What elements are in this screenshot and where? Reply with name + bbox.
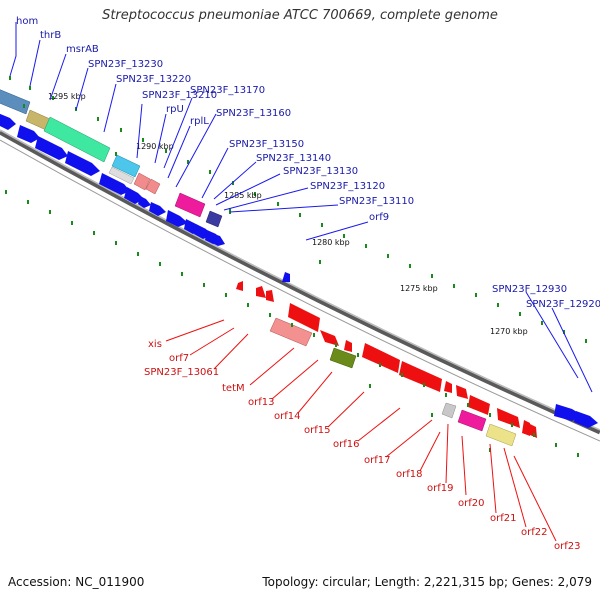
gene-arrow[interactable] — [124, 187, 144, 204]
genome-backbone — [0, 129, 600, 442]
gene-tetM[interactable] — [329, 347, 357, 369]
gene-arrow[interactable] — [456, 385, 468, 399]
label-orf14[interactable]: orf14 — [274, 411, 300, 422]
label-orf20[interactable]: orf20 — [458, 498, 484, 509]
scale-label-1290: 1290 kbp — [136, 142, 174, 151]
gene-rpU[interactable] — [145, 178, 161, 195]
scale-label-1275: 1275 kbp — [400, 284, 438, 293]
label-thrB[interactable]: thrB — [40, 30, 61, 41]
label-SPN23F_13230[interactable]: SPN23F_13230 — [88, 59, 163, 70]
gene-arrow[interactable] — [256, 286, 266, 298]
label-orf15[interactable]: orf15 — [304, 425, 330, 436]
upper-strand-features — [0, 88, 223, 228]
gene-arrow[interactable] — [497, 408, 520, 428]
reverse-strand-genes — [236, 281, 537, 447]
gene-arrow[interactable] — [282, 272, 290, 282]
upper-gene-labels: hom thrB msrAB SPN23F_13230 SPN23F_13220… — [16, 16, 600, 310]
gene-arrow[interactable] — [288, 303, 320, 332]
label-SPN23F_13140[interactable]: SPN23F_13140 — [256, 153, 331, 164]
label-orf17[interactable]: orf17 — [364, 455, 390, 466]
scale-label-1280: 1280 kbp — [312, 238, 350, 247]
label-rplL[interactable]: rplL — [190, 116, 209, 127]
label-SPN23F_12930[interactable]: SPN23F_12930 — [492, 284, 567, 295]
lower-callout-lines — [165, 319, 557, 542]
label-orf7[interactable]: orf7 — [169, 353, 189, 364]
gene-msrAB[interactable] — [43, 116, 111, 163]
gene-arrow[interactable] — [166, 210, 188, 227]
gene-SPN23F_13210[interactable] — [133, 172, 151, 191]
scale-label-1270: 1270 kbp — [490, 327, 528, 336]
gene-arrow[interactable] — [65, 151, 100, 176]
gene-arrow[interactable] — [138, 196, 151, 208]
gene-SPN23F_13061[interactable] — [269, 317, 313, 347]
scale-ticks — [5, 76, 587, 457]
label-SPN23F_13061[interactable]: SPN23F_13061 — [144, 367, 219, 378]
gene-arrow[interactable] — [444, 381, 452, 393]
scale-label-1285: 1285 kbp — [224, 191, 262, 200]
gene-arrow[interactable] — [468, 395, 490, 415]
gene-arrow[interactable] — [212, 234, 225, 246]
label-rpU[interactable]: rpU — [166, 104, 184, 115]
label-SPN23F_13120[interactable]: SPN23F_13120 — [310, 181, 385, 192]
label-orf21[interactable]: orf21 — [490, 513, 516, 524]
label-tetM[interactable]: tetM — [222, 383, 245, 394]
label-SPN23F_13210[interactable]: SPN23F_13210 — [142, 90, 217, 101]
accession-label: Accession: NC_011900 — [8, 575, 145, 589]
gene-orf19[interactable] — [457, 409, 487, 432]
label-xis[interactable]: xis — [148, 339, 162, 350]
gene-rplL[interactable] — [174, 192, 206, 218]
label-SPN23F_13160[interactable]: SPN23F_13160 — [216, 108, 291, 119]
gene-arrow[interactable] — [522, 420, 530, 436]
label-orf23[interactable]: orf23 — [554, 541, 580, 552]
gene-arrow[interactable] — [344, 340, 352, 352]
label-orf16[interactable]: orf16 — [333, 439, 359, 450]
gene-orf18[interactable] — [441, 402, 457, 419]
label-orf19[interactable]: orf19 — [427, 483, 453, 494]
gene-SPN23F_12920[interactable] — [574, 411, 598, 428]
gene-arrow[interactable] — [320, 330, 339, 346]
gene-arrow[interactable] — [266, 290, 274, 302]
gene-arrow[interactable] — [236, 281, 243, 291]
label-orf18[interactable]: orf18 — [396, 469, 422, 480]
label-orf13[interactable]: orf13 — [248, 397, 274, 408]
gene-arrow[interactable] — [17, 125, 40, 143]
gene-arrow[interactable] — [530, 424, 537, 438]
gene-arrow[interactable] — [99, 173, 130, 195]
gene-SPN23F_13150[interactable] — [205, 210, 223, 228]
gene-hom[interactable] — [0, 88, 31, 115]
lower-gene-labels: xis orf7 SPN23F_13061 tetM orf13 orf14 o… — [144, 339, 580, 552]
scale-labels: 1295 kbp 1290 kbp 1285 kbp 1280 kbp 1275… — [48, 92, 528, 336]
label-msrAB[interactable]: msrAB — [66, 44, 99, 55]
label-hom[interactable]: hom — [16, 16, 38, 27]
label-SPN23F_13170[interactable]: SPN23F_13170 — [190, 85, 265, 96]
label-orf9[interactable]: orf9 — [369, 212, 389, 223]
map-title: Streptococcus pneumoniae ATCC 700669, co… — [102, 8, 498, 23]
gene-arrow[interactable] — [149, 202, 166, 216]
gene-orf20[interactable] — [485, 423, 517, 447]
gene-SPN23F_13230[interactable] — [111, 154, 141, 178]
upper-callout-lines — [9, 22, 593, 393]
label-orf22[interactable]: orf22 — [521, 527, 547, 538]
topology-label: Topology: circular; Length: 2,221,315 bp… — [262, 575, 592, 589]
scale-label-1295: 1295 kbp — [48, 92, 86, 101]
label-SPN23F_13220[interactable]: SPN23F_13220 — [116, 74, 191, 85]
label-SPN23F_13150[interactable]: SPN23F_13150 — [229, 139, 304, 150]
gene-arrow[interactable] — [362, 343, 400, 373]
forward-strand-genes — [0, 113, 598, 428]
gene-arrow[interactable] — [399, 361, 442, 392]
label-SPN23F_13130[interactable]: SPN23F_13130 — [283, 166, 358, 177]
gene-arrow[interactable] — [0, 113, 16, 130]
label-SPN23F_12920[interactable]: SPN23F_12920 — [526, 299, 600, 310]
gene-SPN23F_13220[interactable] — [108, 166, 135, 185]
label-SPN23F_13110[interactable]: SPN23F_13110 — [339, 196, 414, 207]
gene-arrow[interactable] — [35, 136, 68, 160]
